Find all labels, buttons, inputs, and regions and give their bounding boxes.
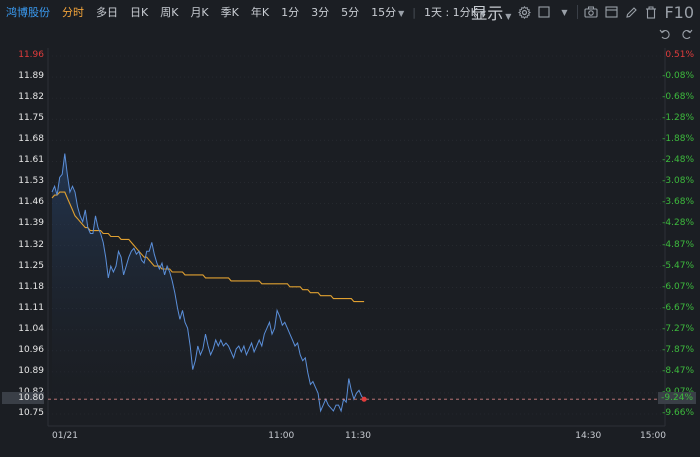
y-tick-right: -0.68%	[662, 92, 694, 103]
y-tick-left: 11.53	[18, 176, 44, 187]
y-tick-left: 11.39	[18, 218, 44, 229]
y-tick-right: -9.07%	[662, 387, 694, 397]
y-tick-right: -3.08%	[662, 176, 694, 187]
y-tick-left: 11.61	[18, 155, 44, 166]
y-tick-right: -1.88%	[662, 134, 694, 145]
chevron-down-icon: ▼	[505, 12, 512, 21]
period-select[interactable]: 1天 : 1分K ▼	[418, 4, 492, 20]
y-tick-right: -7.87%	[662, 344, 694, 355]
tab-5min[interactable]: 5分	[341, 6, 360, 19]
undo-icon[interactable]	[658, 27, 672, 41]
chart-grid	[47, 48, 666, 427]
y-tick-right: 0.51%	[665, 50, 694, 60]
tab-3min[interactable]: 3分	[311, 6, 330, 19]
tab-1min[interactable]: 1分	[281, 6, 300, 19]
y-tick-right: -1.28%	[662, 113, 694, 124]
checkbox-icon[interactable]	[537, 5, 551, 19]
current-change-label: -9.24%	[658, 392, 696, 405]
y-tick-right: -7.27%	[662, 323, 694, 334]
tab-year-k[interactable]: 年K	[250, 6, 270, 19]
y-tick-left: 11.82	[18, 92, 44, 103]
y-tick-right: -3.68%	[662, 197, 694, 208]
y-tick-right: -2.48%	[662, 155, 694, 166]
pencil-icon[interactable]	[624, 5, 638, 19]
y-tick-left: 11.89	[18, 71, 44, 82]
y-tick-left: 11.04	[18, 323, 44, 334]
y-tick-right: -6.07%	[662, 281, 694, 292]
chart-subtools	[658, 27, 694, 41]
price-line	[51, 153, 365, 413]
y-tick-left: 11.32	[18, 239, 44, 250]
y-tick-left: 10.89	[18, 365, 44, 376]
tab-15min-label: 15分	[371, 6, 397, 19]
y-tick-right: -0.08%	[662, 71, 694, 82]
x-tick: 11:30	[345, 431, 371, 441]
tab-day-k[interactable]: 日K	[130, 6, 149, 19]
y-tick-left: 11.25	[18, 260, 44, 271]
y-tick-left: 11.18	[18, 281, 44, 292]
y-tick-left: 10.75	[18, 408, 44, 418]
tab-intraday[interactable]: 分时	[62, 6, 84, 19]
divider	[577, 5, 579, 19]
toolbar: 鸿博股份 分时 多日 日K 周K 月K 季K 年K 1分 3分 5分 15分 ▼ …	[0, 0, 700, 24]
tab-15min[interactable]: 15分 ▼	[365, 4, 410, 20]
y-tick-right: -4.87%	[662, 239, 694, 250]
average-price-line	[51, 191, 365, 303]
tab-week-k[interactable]: 周K	[160, 6, 179, 19]
y-tick-right: -8.47%	[662, 365, 694, 376]
right-tools: 显示 ▼ ▼ F10	[471, 0, 694, 24]
y-tick-left: 11.75	[18, 113, 44, 124]
trash-icon[interactable]	[644, 5, 658, 19]
y-tick-left: 10.96	[18, 344, 44, 355]
chevron-down-icon: ▼	[479, 9, 487, 18]
y-tick-right: -6.67%	[662, 302, 694, 313]
y-tick-right: -9.66%	[662, 408, 694, 418]
price-area	[52, 153, 365, 416]
y-tick-right: -5.47%	[662, 260, 694, 271]
x-tick: 01/21	[52, 431, 78, 441]
redo-icon[interactable]	[680, 27, 694, 41]
y-tick-left: 11.46	[18, 197, 44, 208]
x-tick: 14:30	[575, 431, 602, 441]
window-icon[interactable]	[604, 5, 618, 19]
y-tick-left: 11.68	[18, 134, 44, 145]
y-tick-left: 11.96	[18, 50, 44, 60]
current-price-dot	[361, 396, 367, 402]
x-tick: 11:00	[268, 431, 295, 441]
divider: |	[412, 5, 416, 19]
chevron-down-icon[interactable]: ▼	[561, 7, 568, 17]
display-menu-label: 显示	[471, 4, 504, 23]
y-tick-right: -4.28%	[662, 218, 694, 229]
y-tick-left: 11.11	[18, 302, 44, 313]
chevron-down-icon: ▼	[398, 9, 405, 18]
tab-multi-day[interactable]: 多日	[96, 6, 118, 19]
current-price-label: 10.80	[2, 392, 44, 405]
x-tick: 15:00	[640, 431, 666, 441]
f10-button[interactable]: F10	[664, 2, 694, 22]
tab-month-k[interactable]: 月K	[190, 6, 209, 19]
camera-icon[interactable]	[584, 5, 598, 19]
display-menu[interactable]: 显示 ▼	[471, 0, 511, 24]
y-tick-left: 10.82	[0, 387, 44, 397]
tab-quarter-k[interactable]: 季K	[220, 6, 239, 19]
stock-name[interactable]: 鸿博股份	[6, 6, 50, 19]
period-select-label: 1天 : 1分K	[423, 6, 478, 19]
settings-icon[interactable]	[517, 5, 531, 19]
